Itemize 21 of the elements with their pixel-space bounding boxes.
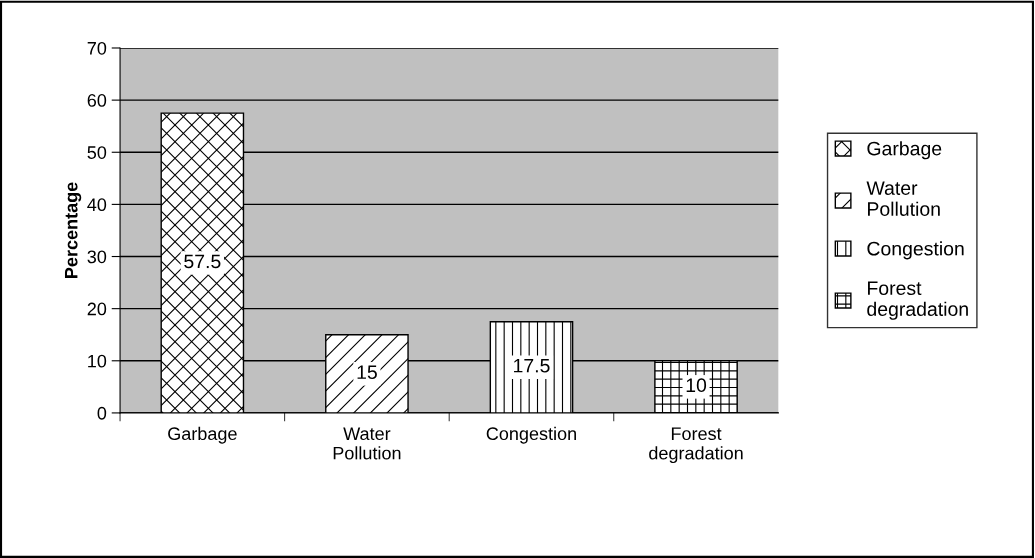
y-tick-label: 20 bbox=[87, 302, 107, 316]
y-tick-label: 0 bbox=[97, 406, 107, 420]
x-tick-label: Congestion bbox=[486, 426, 576, 444]
y-tick-label: 50 bbox=[87, 146, 107, 159]
legend-label: Forest degradation bbox=[867, 281, 968, 320]
data-label: 10 bbox=[686, 378, 707, 393]
y-tick-label: 60 bbox=[87, 94, 107, 107]
data-label: 57.5 bbox=[184, 254, 221, 269]
data-label: 17.5 bbox=[514, 358, 550, 373]
x-tick-label: Water Pollution bbox=[333, 427, 401, 460]
y-tick-label: 70 bbox=[87, 41, 107, 55]
y-tick-label: 10 bbox=[88, 354, 107, 368]
legend-label: Congestion bbox=[867, 241, 964, 260]
y-tick-label: 30 bbox=[87, 250, 107, 264]
legend-label: Water Pollution bbox=[866, 181, 940, 216]
x-tick-label: Forest degradation bbox=[649, 427, 743, 464]
x-tick-label: Garbage bbox=[168, 426, 237, 444]
data-label: 15 bbox=[357, 365, 377, 380]
legend-label: Garbage bbox=[867, 141, 942, 160]
y-tick-label: 40 bbox=[87, 198, 107, 212]
y-axis-title: Percentage bbox=[64, 182, 82, 278]
